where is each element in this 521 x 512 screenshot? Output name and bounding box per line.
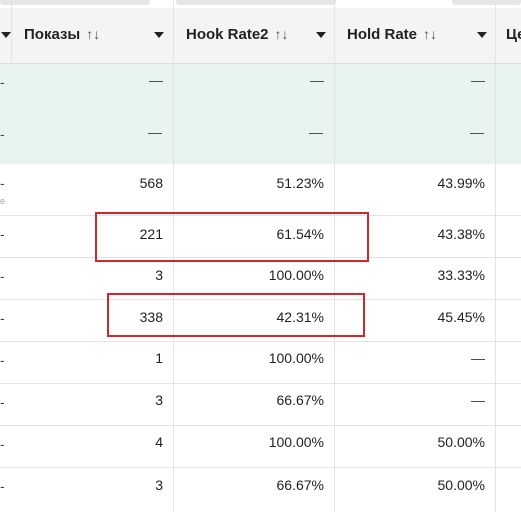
table-row[interactable]: - 221 61.54% 43.38% xyxy=(0,216,521,258)
cell-hook-rate2: 66.67% xyxy=(276,477,324,493)
cell-shows: 338 xyxy=(139,309,163,325)
cell-hook-rate2: 100.00% xyxy=(268,434,324,450)
header-col-partial[interactable]: Це xyxy=(496,0,521,63)
summary-hold: — xyxy=(471,72,485,88)
stub-dash: - xyxy=(0,74,5,90)
summary-shows: — xyxy=(149,72,163,88)
cell-shows: 3 xyxy=(155,392,163,408)
stub-dash: - xyxy=(0,352,5,368)
cell-hook-rate2: 51.23% xyxy=(276,175,324,191)
cell-hook-rate2: 100.00% xyxy=(268,267,324,283)
table-row[interactable]: - 338 42.31% 45.45% xyxy=(0,300,521,342)
table-row[interactable]: - 1 100.00% — xyxy=(0,342,521,384)
stub-fragment: e xyxy=(0,196,6,206)
cell-shows: 3 xyxy=(155,267,163,283)
table-row[interactable]: - e 568 51.23% 43.99% xyxy=(0,164,521,216)
header-label: Це xyxy=(506,26,521,43)
sort-icon[interactable]: ↑↓ xyxy=(423,26,438,42)
highlight-box xyxy=(95,212,369,262)
summary-hook: — xyxy=(309,124,323,140)
summary-shows: — xyxy=(148,124,162,140)
chevron-down-icon[interactable] xyxy=(477,32,487,38)
table-row[interactable]: - 4 100.00% 50.00% xyxy=(0,426,521,468)
header-col-shows[interactable]: Показы ↑↓ xyxy=(12,0,174,63)
summary-hook: — xyxy=(310,72,324,88)
header-label: Показы xyxy=(24,26,81,43)
cell-hook-rate2: 66.67% xyxy=(276,392,324,408)
cell-shows: 1 xyxy=(155,350,163,366)
stub-dash: - xyxy=(0,436,5,452)
header-label: Hold Rate xyxy=(347,26,418,43)
header-cell-stub[interactable] xyxy=(0,0,12,63)
stub-dash: - xyxy=(0,268,5,284)
highlight-box xyxy=(107,293,365,337)
header-top-strip xyxy=(0,0,521,8)
table-header: Показы ↑↓ Hook Rate2 ↑↓ Hold Rate ↑↓ Це xyxy=(0,0,521,64)
cell-shows: 568 xyxy=(139,175,163,191)
cell-hold-rate: 50.00% xyxy=(437,434,485,450)
stub-dash: - xyxy=(0,226,5,242)
table-row[interactable]: - 3 100.00% 33.33% xyxy=(0,258,521,300)
stub-dash: - xyxy=(0,310,5,326)
cell-hold-rate: — xyxy=(471,350,485,366)
stub-dash: - xyxy=(0,126,5,142)
stub-dash: - xyxy=(0,175,5,191)
chevron-down-icon[interactable] xyxy=(316,32,326,38)
cell-hold-rate: 45.45% xyxy=(437,309,485,325)
chevron-down-icon[interactable] xyxy=(154,32,164,38)
cell-shows: 4 xyxy=(155,434,163,450)
summary-row: - — — — xyxy=(0,118,521,164)
cell-shows: 221 xyxy=(139,226,163,242)
header-col-hook-rate2[interactable]: Hook Rate2 ↑↓ xyxy=(174,0,335,63)
sort-icon[interactable]: ↑↓ xyxy=(86,26,101,42)
header-label: Hook Rate2 xyxy=(186,26,269,43)
cell-hold-rate: 50.00% xyxy=(437,477,485,493)
cell-hook-rate2: 42.31% xyxy=(276,309,324,325)
cell-shows: 3 xyxy=(155,477,163,493)
sort-icon[interactable]: ↑↓ xyxy=(274,26,289,42)
cell-hook-rate2: 61.54% xyxy=(276,226,324,242)
summary-hold: — xyxy=(470,124,484,140)
cell-hook-rate2: 100.00% xyxy=(268,350,324,366)
chevron-down-icon[interactable] xyxy=(1,32,11,38)
summary-band: - — — — - — — — xyxy=(0,64,521,164)
cell-hold-rate: 43.99% xyxy=(437,175,485,191)
cell-hold-rate: 33.33% xyxy=(437,267,485,283)
table-row[interactable]: - 3 66.67% 50.00% xyxy=(0,468,521,512)
stub-dash: - xyxy=(0,478,5,494)
table-row[interactable]: - 3 66.67% — xyxy=(0,384,521,426)
cell-hold-rate: 43.38% xyxy=(437,226,485,242)
cell-hold-rate: — xyxy=(471,392,485,408)
header-col-hold-rate[interactable]: Hold Rate ↑↓ xyxy=(335,0,496,63)
stub-dash: - xyxy=(0,394,5,410)
